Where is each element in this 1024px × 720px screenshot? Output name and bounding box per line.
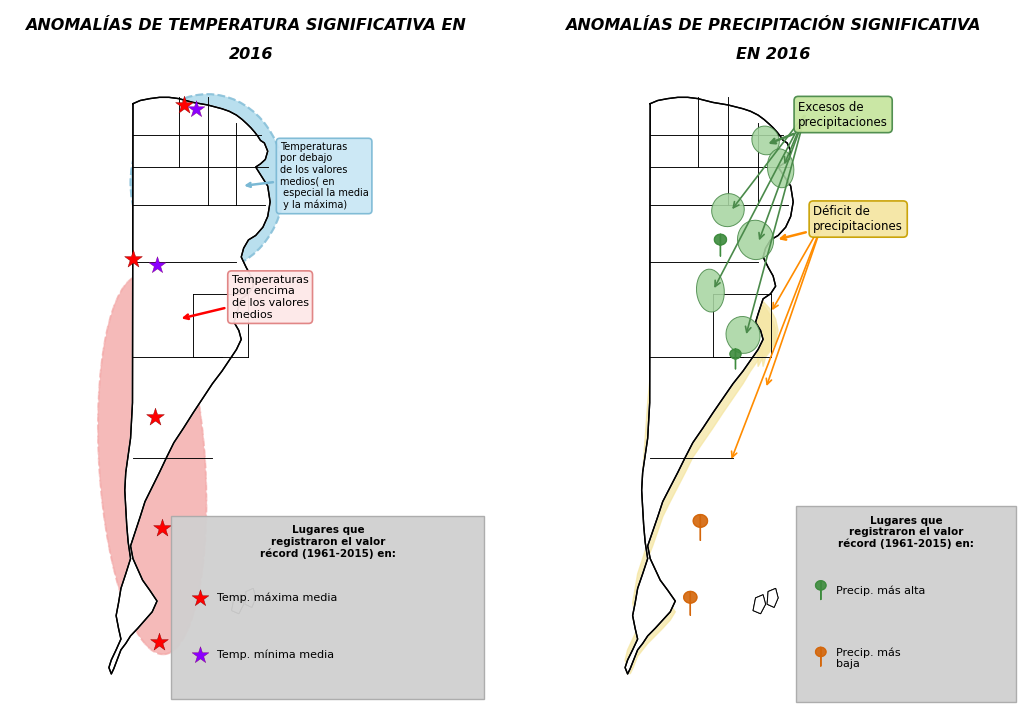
Ellipse shape [726,317,760,354]
Polygon shape [245,588,256,608]
Text: Déficit de
precipitaciones: Déficit de precipitaciones [781,205,903,240]
Text: Temp. mínima media: Temp. mínima media [217,649,334,660]
Ellipse shape [131,94,285,271]
Point [152,636,168,648]
Polygon shape [815,581,826,600]
Point [193,592,209,603]
Polygon shape [684,591,697,616]
Polygon shape [730,349,741,369]
Ellipse shape [696,269,724,312]
Polygon shape [625,97,794,674]
Polygon shape [625,97,794,674]
Point [146,412,163,423]
FancyBboxPatch shape [796,506,1017,703]
Ellipse shape [98,275,207,654]
Polygon shape [109,97,270,674]
Point [148,259,165,271]
Ellipse shape [98,275,207,654]
Polygon shape [245,588,256,608]
Text: Lugares que
registraron el valor
récord (1961-2015) en:: Lugares que registraron el valor récord … [839,516,974,549]
Text: Excesos de
precipitaciones: Excesos de precipitaciones [771,101,888,143]
Text: ANOMALÍAS DE TEMPERATURA SIGNIFICATIVA EN: ANOMALÍAS DE TEMPERATURA SIGNIFICATIVA E… [25,18,477,33]
Ellipse shape [752,126,779,155]
Polygon shape [753,595,766,613]
Text: Precip. más
baja: Precip. más baja [836,647,900,669]
Polygon shape [767,588,778,608]
Polygon shape [109,97,270,674]
Polygon shape [625,294,778,674]
Polygon shape [625,97,794,674]
Polygon shape [109,97,270,674]
Polygon shape [815,647,826,666]
Polygon shape [715,234,726,256]
Text: Precip. más alta: Precip. más alta [836,585,926,595]
Polygon shape [625,294,775,674]
Point [193,649,209,661]
Point [187,103,204,114]
Polygon shape [767,588,778,608]
Text: ANOMALÍAS DE PRECIPITACIÓN SIGNIFICATIVA: ANOMALÍAS DE PRECIPITACIÓN SIGNIFICATIVA [565,18,981,33]
Point [154,523,170,534]
Point [175,99,191,111]
Text: Temperaturas
por encima
de los valores
medios: Temperaturas por encima de los valores m… [184,275,308,320]
Point [125,253,141,265]
Polygon shape [753,595,766,613]
Ellipse shape [712,194,744,227]
Ellipse shape [767,149,794,188]
Text: Temp. máxima media: Temp. máxima media [217,593,338,603]
Polygon shape [231,595,244,613]
Polygon shape [693,515,708,541]
Polygon shape [231,595,244,613]
Ellipse shape [131,94,285,271]
Text: Temperaturas
por debajo
de los valores
medios( en
 especial la media
 y la máxim: Temperaturas por debajo de los valores m… [247,142,369,210]
Text: Lugares que
registraron el valor
récord (1961-2015) en:: Lugares que registraron el valor récord … [260,525,396,559]
Ellipse shape [737,220,773,260]
FancyBboxPatch shape [171,516,484,699]
Text: 2016: 2016 [228,47,273,62]
Text: EN 2016: EN 2016 [736,47,810,62]
